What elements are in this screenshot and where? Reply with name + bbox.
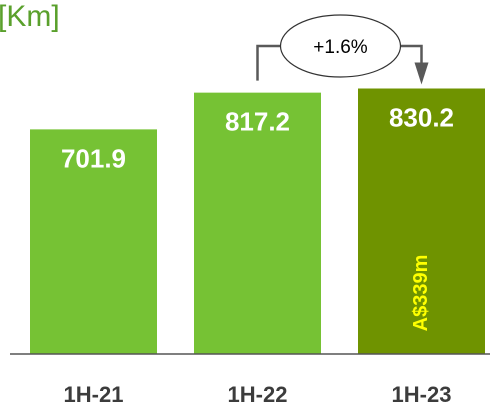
bar-1h-21 (30, 129, 157, 354)
bar-1h-22 (194, 92, 321, 355)
value-label-1h-21: 701.9 (61, 143, 126, 173)
change-arrow-icon (414, 62, 429, 85)
category-label-1h-21: 1H-21 (64, 382, 124, 407)
category-label-1h-23: 1H-23 (392, 382, 452, 407)
change-label: +1.6% (313, 37, 368, 58)
change-annotation: +1.6% (256, 14, 429, 85)
bar-1h-23 (358, 88, 485, 354)
value-label-1h-22: 817.2 (225, 107, 290, 137)
bars-group: 701.9 1H-21 817.2 1H-22 830.2 1H-23 A$339m (30, 88, 485, 407)
unit-label: [Km] (0, 0, 60, 33)
category-label-1h-22: 1H-22 (228, 382, 288, 407)
value-label-1h-23: 830.2 (389, 102, 454, 132)
in-bar-label: A$339m (410, 255, 432, 332)
change-bubble (279, 14, 402, 78)
